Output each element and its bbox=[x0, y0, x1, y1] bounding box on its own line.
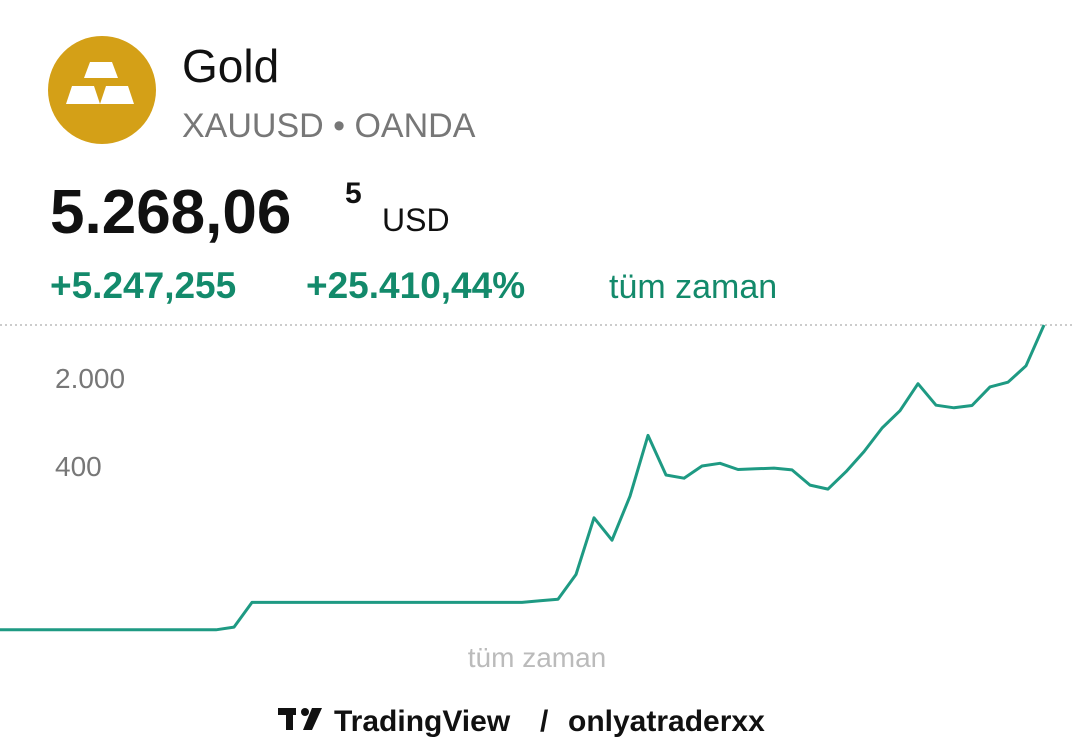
price-line bbox=[0, 324, 1046, 632]
period: tüm zaman bbox=[609, 268, 777, 306]
x-axis-label: tüm zaman bbox=[468, 642, 607, 673]
y-tick-label: 2.000 bbox=[55, 363, 125, 394]
user: onlyatraderxx bbox=[568, 705, 765, 738]
brand: TradingView bbox=[334, 705, 511, 738]
asset-name: Gold bbox=[182, 40, 279, 92]
asset-symbol: XAUUSD • OANDA bbox=[182, 107, 476, 145]
gold-icon bbox=[48, 36, 156, 144]
currency: USD bbox=[382, 202, 450, 238]
y-tick-label: 400 bbox=[55, 451, 102, 482]
separator: / bbox=[540, 705, 549, 738]
price-sup: 5 bbox=[345, 177, 362, 210]
tradingview-logo bbox=[278, 708, 322, 730]
change-percent: +25.410,44% bbox=[306, 265, 525, 306]
change: +5.247,255 bbox=[50, 265, 236, 306]
chart: 400 2.000 bbox=[0, 324, 1074, 632]
price: 5.268,06 bbox=[50, 178, 291, 247]
